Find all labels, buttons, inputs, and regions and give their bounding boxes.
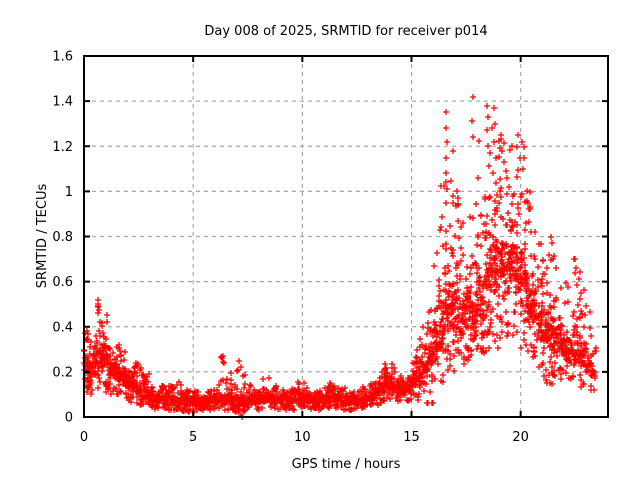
y-tick-label: 1.6 xyxy=(52,50,73,65)
x-tick-label: 20 xyxy=(512,430,529,445)
x-tick-label: 10 xyxy=(294,430,311,445)
x-axis-label: GPS time / hours xyxy=(292,457,401,472)
y-tick-label: 1 xyxy=(65,185,73,200)
x-tick-label: 5 xyxy=(189,430,197,445)
y-tick-label: 0.2 xyxy=(52,365,73,380)
y-tick-label: 0.8 xyxy=(52,230,73,245)
tick-labels: 0 5 10 15 20 0 0.2 0.4 0.6 0.8 1 1.2 1.4 1.6 xyxy=(52,50,529,446)
y-tick-label: 0.4 xyxy=(52,320,73,335)
plot-border xyxy=(83,55,609,418)
scatter-points xyxy=(81,94,599,420)
y-tick-label: 1.4 xyxy=(52,95,73,110)
y-tick-label: 0.6 xyxy=(52,275,73,290)
x-tick-label: 0 xyxy=(80,430,88,445)
chart-title: Day 008 of 2025, SRMTID for receiver p01… xyxy=(204,24,487,39)
axes-and-ticks xyxy=(83,55,609,418)
y-tick-label: 1.2 xyxy=(52,140,73,155)
grid-lines xyxy=(84,56,608,417)
srmtid-data-markers xyxy=(81,94,599,420)
y-axis-label: SRMTID / TECUs xyxy=(35,184,50,289)
y-tick-label: 0 xyxy=(65,411,73,426)
x-tick-label: 15 xyxy=(403,430,420,445)
